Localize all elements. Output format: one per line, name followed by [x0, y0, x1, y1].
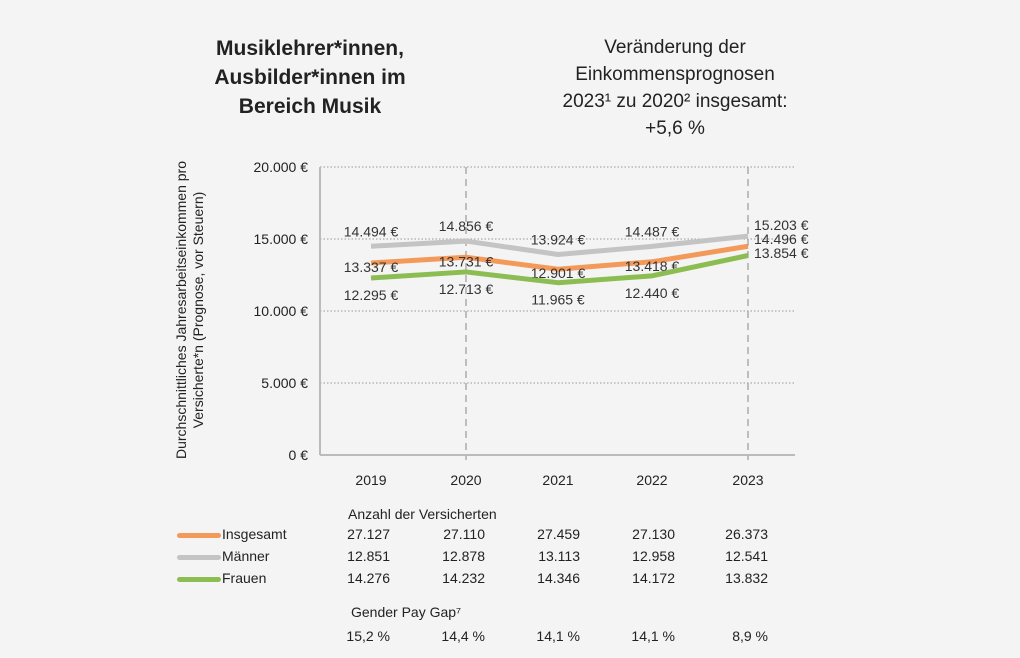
table-cell: 27.127 [347, 526, 390, 542]
x-tick-label: 2022 [636, 472, 667, 488]
chart-title: Musiklehrer*innen, Ausbilder*innen im Be… [214, 37, 406, 118]
subtitle-line: Einkommensprognosen [575, 64, 775, 85]
table-cell: 12.541 [725, 548, 768, 564]
table-cell: 26.373 [725, 526, 768, 542]
data-label: 12.713 € [439, 281, 494, 297]
y-tick-label: 20.000 € [254, 159, 309, 175]
table-cell: 12.851 [347, 548, 390, 564]
legend-swatch [177, 555, 221, 560]
data-label: 13.731 € [439, 253, 494, 269]
table-cell: 14.346 [537, 570, 580, 586]
table-cell: 12.878 [442, 548, 485, 564]
data-label: 14.494 € [344, 223, 399, 239]
gap-cell: 15,2 % [346, 628, 390, 644]
data-label: 13.418 € [625, 258, 680, 274]
data-label: 13.854 € [754, 245, 809, 261]
gap-cell: 14,1 % [536, 628, 580, 644]
x-tick-label: 2023 [732, 472, 763, 488]
table-cell: 14.172 [632, 570, 675, 586]
legend-swatch [177, 577, 221, 582]
table-cell: 27.459 [537, 526, 580, 542]
data-label: 12.295 € [344, 287, 399, 303]
x-tick-label: 2019 [355, 472, 386, 488]
table-cell: 14.232 [442, 570, 485, 586]
series-line-insgesamt [370, 243, 749, 272]
chart-subtitle: Veränderung der Einkommensprognosen 2023… [500, 34, 850, 142]
table-cell: 13.113 [538, 548, 580, 564]
table-cell: 14.276 [347, 570, 390, 586]
data-label: 12.440 € [625, 285, 680, 301]
data-label: 14.856 € [439, 218, 494, 234]
data-label: 12.901 € [531, 265, 586, 281]
gender-pay-gap-header: Gender Pay Gap⁷ [351, 604, 462, 620]
y-tick-label: 10.000 € [254, 303, 309, 319]
data-label: 15.203 € [754, 217, 809, 233]
x-tick-label: 2020 [450, 472, 481, 488]
data-label: 13.924 € [531, 231, 586, 247]
legend-label: Insgesamt [222, 526, 287, 542]
table-cell: 13.832 [725, 570, 768, 586]
table-cell: 27.110 [443, 526, 485, 542]
subtitle-line: +5,6 % [645, 118, 705, 139]
line-chart: 0 € 5.000 € 10.000 € 15.000 € 20.000 € 2019 20… [254, 159, 809, 488]
table-cell: 12.958 [632, 548, 675, 564]
legend-swatch [177, 533, 221, 538]
gap-cell: 8,9 % [732, 628, 768, 644]
subtitle-line: Veränderung der [604, 37, 746, 58]
data-label: 11.965 € [531, 292, 585, 308]
gap-cell: 14,1 % [631, 628, 675, 644]
legend-label: Frauen [222, 570, 267, 586]
gap-cell: 14,4 % [441, 628, 485, 644]
data-label: 14.487 € [625, 223, 680, 239]
data-label: 13.337 € [344, 259, 399, 275]
table-header: Anzahl der Versicherten [348, 506, 497, 522]
y-tick-label: 0 € [289, 447, 309, 463]
y-tick-label: 15.000 € [254, 231, 309, 247]
series-line-männer [370, 233, 749, 257]
subtitle-line: 2023¹ zu 2020² insgesamt: [562, 91, 788, 112]
x-tick-label: 2021 [542, 472, 573, 488]
y-tick-label: 5.000 € [261, 375, 308, 391]
legend-label: Männer [222, 548, 270, 564]
data-label: 14.496 € [754, 231, 809, 247]
table-cell: 27.130 [632, 526, 675, 542]
series-line-frauen [370, 253, 749, 286]
